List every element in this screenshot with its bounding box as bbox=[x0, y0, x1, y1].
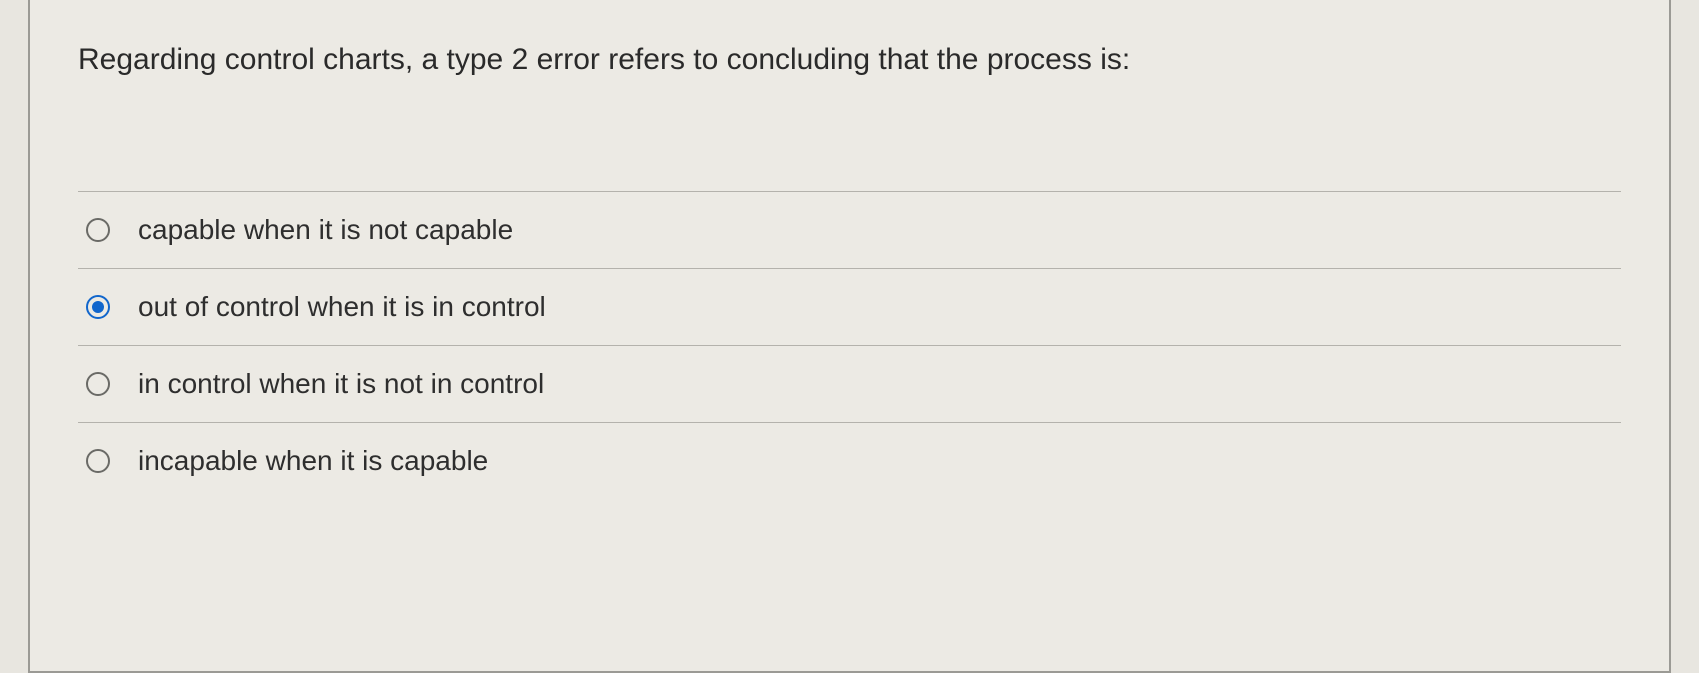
question-text: Regarding control charts, a type 2 error… bbox=[78, 40, 1621, 81]
option-3[interactable]: incapable when it is capable bbox=[78, 423, 1621, 499]
option-label: in control when it is not in control bbox=[138, 368, 544, 400]
option-label: out of control when it is in control bbox=[138, 291, 546, 323]
option-label: capable when it is not capable bbox=[138, 214, 513, 246]
option-2[interactable]: in control when it is not in control bbox=[78, 346, 1621, 423]
option-1[interactable]: out of control when it is in control bbox=[78, 269, 1621, 346]
radio-icon[interactable] bbox=[86, 449, 110, 473]
options-list: capable when it is not capable out of co… bbox=[78, 191, 1621, 499]
radio-icon[interactable] bbox=[86, 218, 110, 242]
radio-icon[interactable] bbox=[86, 372, 110, 396]
option-0[interactable]: capable when it is not capable bbox=[78, 192, 1621, 269]
option-label: incapable when it is capable bbox=[138, 445, 488, 477]
question-card: Regarding control charts, a type 2 error… bbox=[28, 0, 1671, 673]
radio-icon[interactable] bbox=[86, 295, 110, 319]
